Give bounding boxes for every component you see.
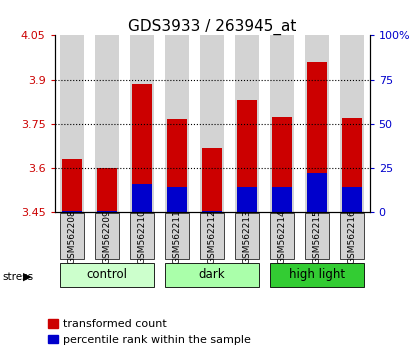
- Bar: [305, 35, 329, 212]
- Bar: [307, 62, 327, 212]
- Text: high light: high light: [289, 268, 345, 281]
- Bar: [168, 119, 187, 212]
- Bar: [168, 187, 187, 212]
- Bar: [97, 211, 117, 212]
- Text: GSM562216: GSM562216: [348, 209, 357, 264]
- Bar: [60, 263, 154, 287]
- Bar: [342, 118, 362, 212]
- Bar: [200, 213, 224, 259]
- Bar: [200, 35, 224, 212]
- Bar: [95, 35, 119, 212]
- Bar: [130, 35, 154, 212]
- Text: ▶: ▶: [23, 272, 32, 282]
- Bar: [63, 159, 82, 212]
- Text: dark: dark: [199, 268, 226, 281]
- Bar: [63, 211, 82, 212]
- Bar: [340, 213, 364, 259]
- Text: GSM562214: GSM562214: [278, 209, 286, 264]
- Bar: [342, 187, 362, 212]
- Bar: [132, 84, 152, 212]
- Text: GSM562210: GSM562210: [138, 209, 147, 264]
- Bar: [235, 35, 259, 212]
- Bar: [237, 187, 257, 212]
- Text: stress: stress: [2, 272, 33, 282]
- Bar: [270, 263, 364, 287]
- Bar: [305, 213, 329, 259]
- Title: GDS3933 / 263945_at: GDS3933 / 263945_at: [128, 19, 296, 35]
- Text: GSM562209: GSM562209: [102, 209, 112, 264]
- Text: control: control: [87, 268, 128, 281]
- Bar: [202, 211, 222, 212]
- Bar: [237, 100, 257, 212]
- Bar: [95, 213, 119, 259]
- Bar: [165, 213, 189, 259]
- Text: GSM562215: GSM562215: [312, 209, 322, 264]
- Bar: [132, 184, 152, 212]
- Bar: [130, 213, 154, 259]
- Bar: [273, 187, 292, 212]
- Bar: [273, 116, 292, 212]
- Bar: [202, 148, 222, 212]
- Text: GSM562211: GSM562211: [173, 209, 181, 264]
- Bar: [270, 213, 294, 259]
- Bar: [270, 35, 294, 212]
- Bar: [60, 35, 84, 212]
- Text: GSM562212: GSM562212: [207, 209, 217, 264]
- Bar: [165, 263, 259, 287]
- Text: GSM562213: GSM562213: [243, 209, 252, 264]
- Bar: [97, 168, 117, 212]
- Legend: transformed count, percentile rank within the sample: transformed count, percentile rank withi…: [47, 319, 251, 345]
- Bar: [165, 35, 189, 212]
- Bar: [60, 213, 84, 259]
- Text: GSM562208: GSM562208: [68, 209, 76, 264]
- Bar: [235, 213, 259, 259]
- Bar: [307, 173, 327, 212]
- Bar: [340, 35, 364, 212]
